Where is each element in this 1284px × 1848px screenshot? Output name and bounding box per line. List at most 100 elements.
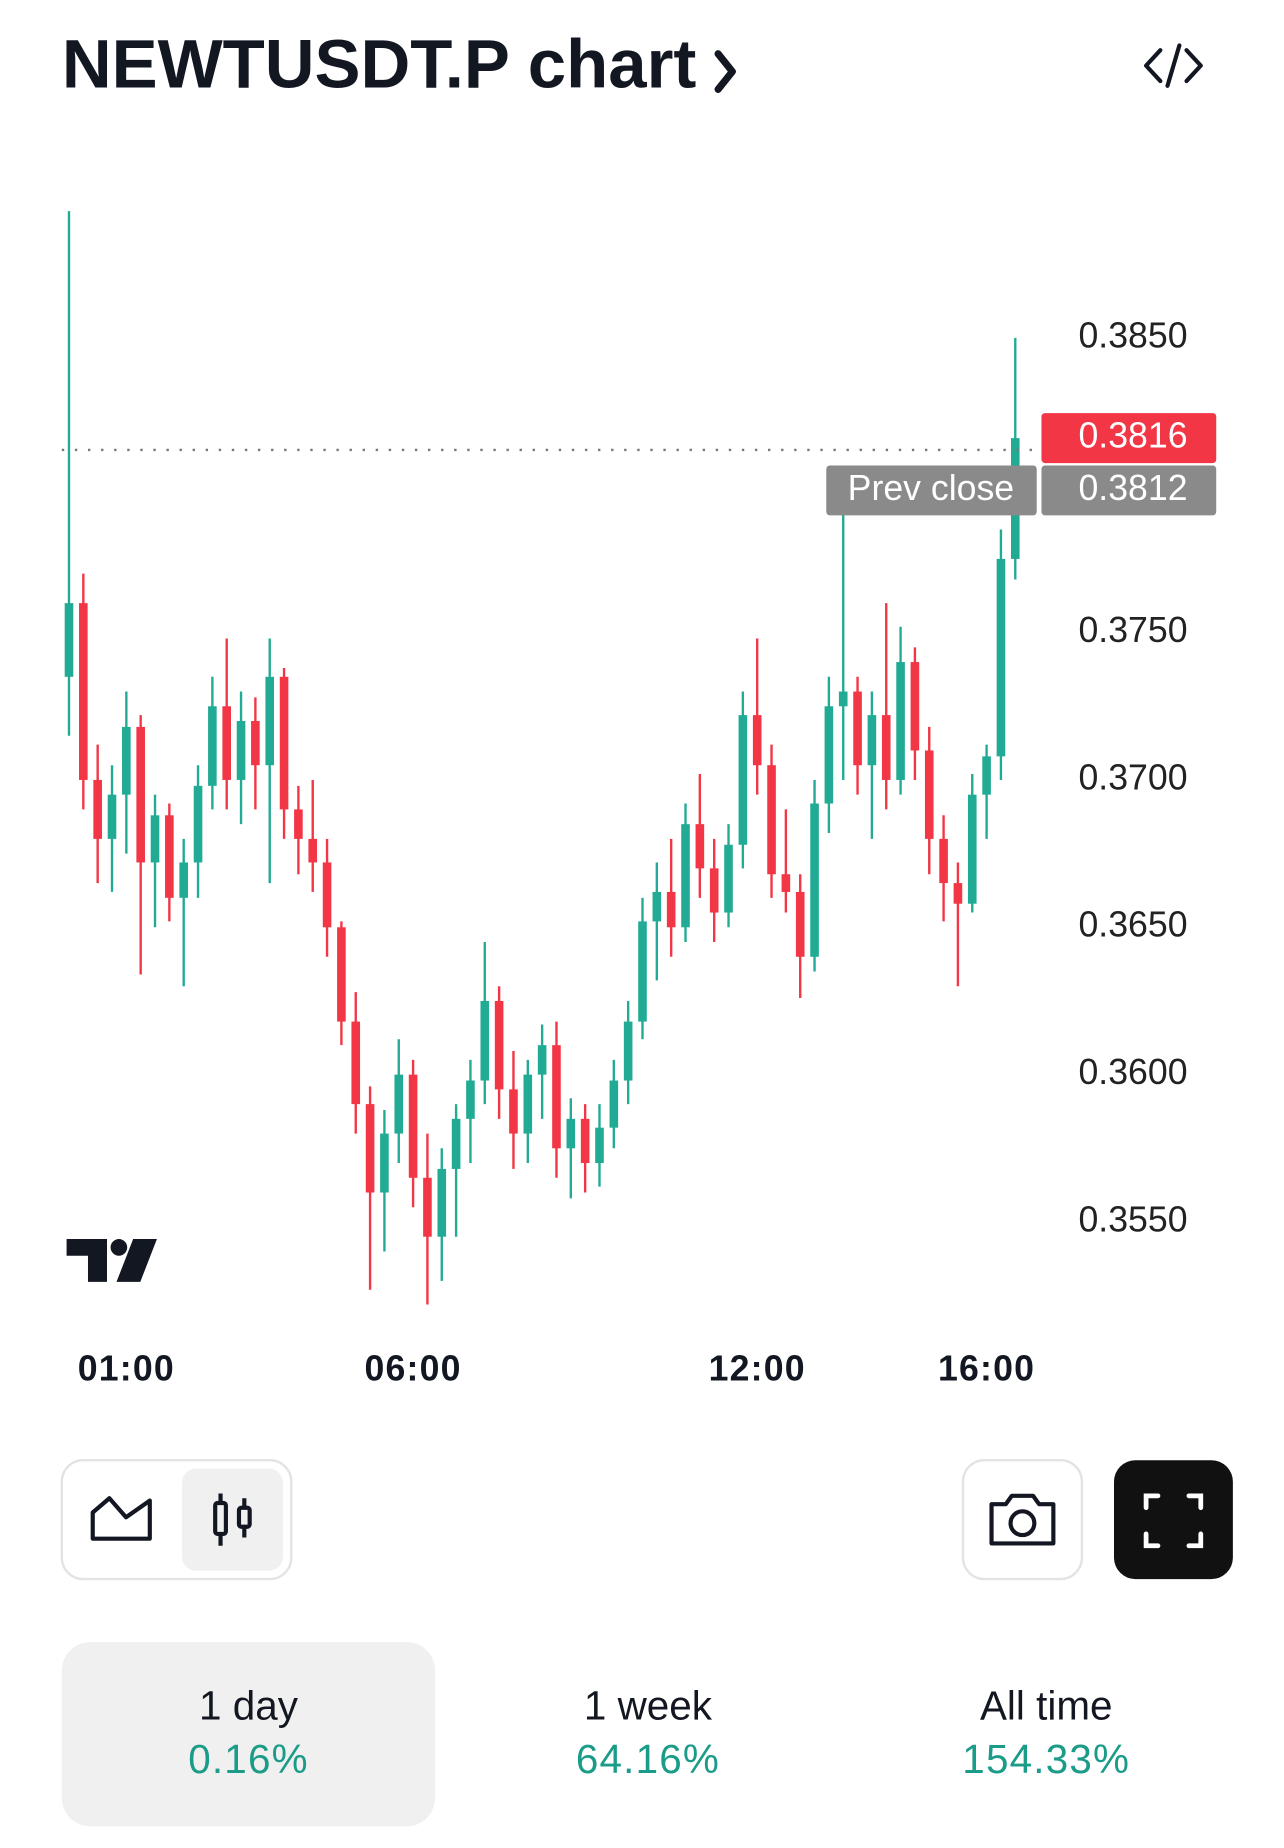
candle-body [709,868,719,913]
plot [61,211,1037,1305]
candle-body [451,1118,461,1169]
candle-body [537,1045,547,1075]
candle-body [967,794,977,904]
camera-icon [989,1493,1056,1546]
candle-body [881,715,891,780]
tradingview-logo [66,1239,157,1282]
prev-close-label: 0.3812 [1078,468,1187,508]
candle-body [552,1045,561,1149]
candle-body [150,815,160,863]
candle-body [795,891,805,957]
candle-body [279,676,289,810]
candle-body [107,794,117,839]
fullscreen-icon [1143,1493,1204,1549]
candle-body [79,603,88,780]
y-tick-label: 0.3600 [1078,1052,1187,1092]
candle-body [824,706,834,804]
candle-body [896,662,905,780]
candle-body [910,662,920,751]
y-tick-label: 0.3700 [1078,757,1187,797]
candle-body [867,715,877,766]
candle-body [222,706,232,780]
candle-body [752,715,762,766]
candle-body [566,1118,576,1149]
period-change: 0.16% [188,1736,309,1782]
x-tick-label: 12:00 [709,1348,806,1388]
candle-body [265,676,275,766]
y-tick-label: 0.3650 [1078,905,1187,945]
candle-body [595,1127,604,1164]
candle-body [767,765,776,875]
candle-body [838,691,848,707]
candle-body [810,803,819,957]
candle-body [509,1089,518,1134]
candle-body [924,750,934,839]
period-label[interactable]: 1 day [199,1682,299,1728]
title-chevron[interactable] [714,50,736,93]
page-title[interactable]: NEWTUSDT.P chart [62,25,697,102]
candle-body [609,1080,619,1128]
candle-body [652,891,662,922]
y-tick-label: 0.3550 [1078,1199,1187,1239]
candle-body [724,844,733,913]
candle-body [738,715,748,845]
y-axis: 0.3550 0.3600 0.3650 0.3700 0.3750 0.3850 0.38… [826,315,1217,1239]
candle-body [437,1168,447,1237]
x-axis: 01:00 06:00 12:00 16:00 [78,1348,1034,1388]
candle-body [953,883,963,904]
period-label[interactable]: All time [980,1682,1112,1728]
candle-body [122,726,131,795]
candle-body [523,1074,533,1134]
candle-body [93,779,102,839]
candle-body [394,1074,404,1134]
x-tick-label: 06:00 [365,1348,462,1388]
last-price-box [1041,413,1217,464]
candle-icon [213,1493,252,1546]
prev-close-box [1041,465,1217,516]
period-tab-selected[interactable] [61,1642,436,1827]
candle-body [996,558,1006,757]
candle-body [236,721,246,780]
candle-body [638,921,647,1022]
candle-body [351,1021,361,1105]
candle-body [251,721,260,766]
candle-body [408,1074,418,1178]
candle-body [580,1118,590,1164]
candle-body [165,815,174,898]
candle-body [308,838,318,863]
line-chart-button[interactable] [90,1496,152,1541]
candle-body [939,838,948,884]
candle-body [423,1177,432,1237]
candle-body [466,1080,475,1119]
candle-body [781,874,791,892]
y-tick-label: 0.3850 [1078,315,1187,355]
candle-body [480,1000,490,1081]
candle-body [380,1133,389,1193]
snapshot-button[interactable] [961,1459,1084,1581]
candle-body [64,603,74,677]
fullscreen-button[interactable] [1113,1460,1233,1580]
candle-body [322,862,332,928]
candle-chart-button[interactable] [181,1468,283,1571]
period-label[interactable]: 1 week [584,1682,713,1728]
y-tick-label: 0.3750 [1078,610,1187,650]
embed-icon[interactable] [1144,43,1203,88]
x-tick-label: 01:00 [78,1348,175,1388]
candle-body [294,809,303,839]
candle-body [695,824,705,869]
candle-body [494,1000,504,1090]
period-change: 154.33% [962,1736,1130,1782]
candle-body [623,1021,633,1081]
candle-body [982,756,991,795]
candle-body [365,1104,375,1193]
candle-body [179,862,188,898]
candle-body [666,891,676,928]
prev-close-title: Prev close [848,468,1014,508]
candle-body [136,726,145,863]
candle-body [853,691,862,766]
candle-body [681,824,690,928]
last-price-label: 0.3816 [1078,416,1187,456]
candle-body [337,927,346,1022]
prev-close-title-box [826,465,1037,516]
